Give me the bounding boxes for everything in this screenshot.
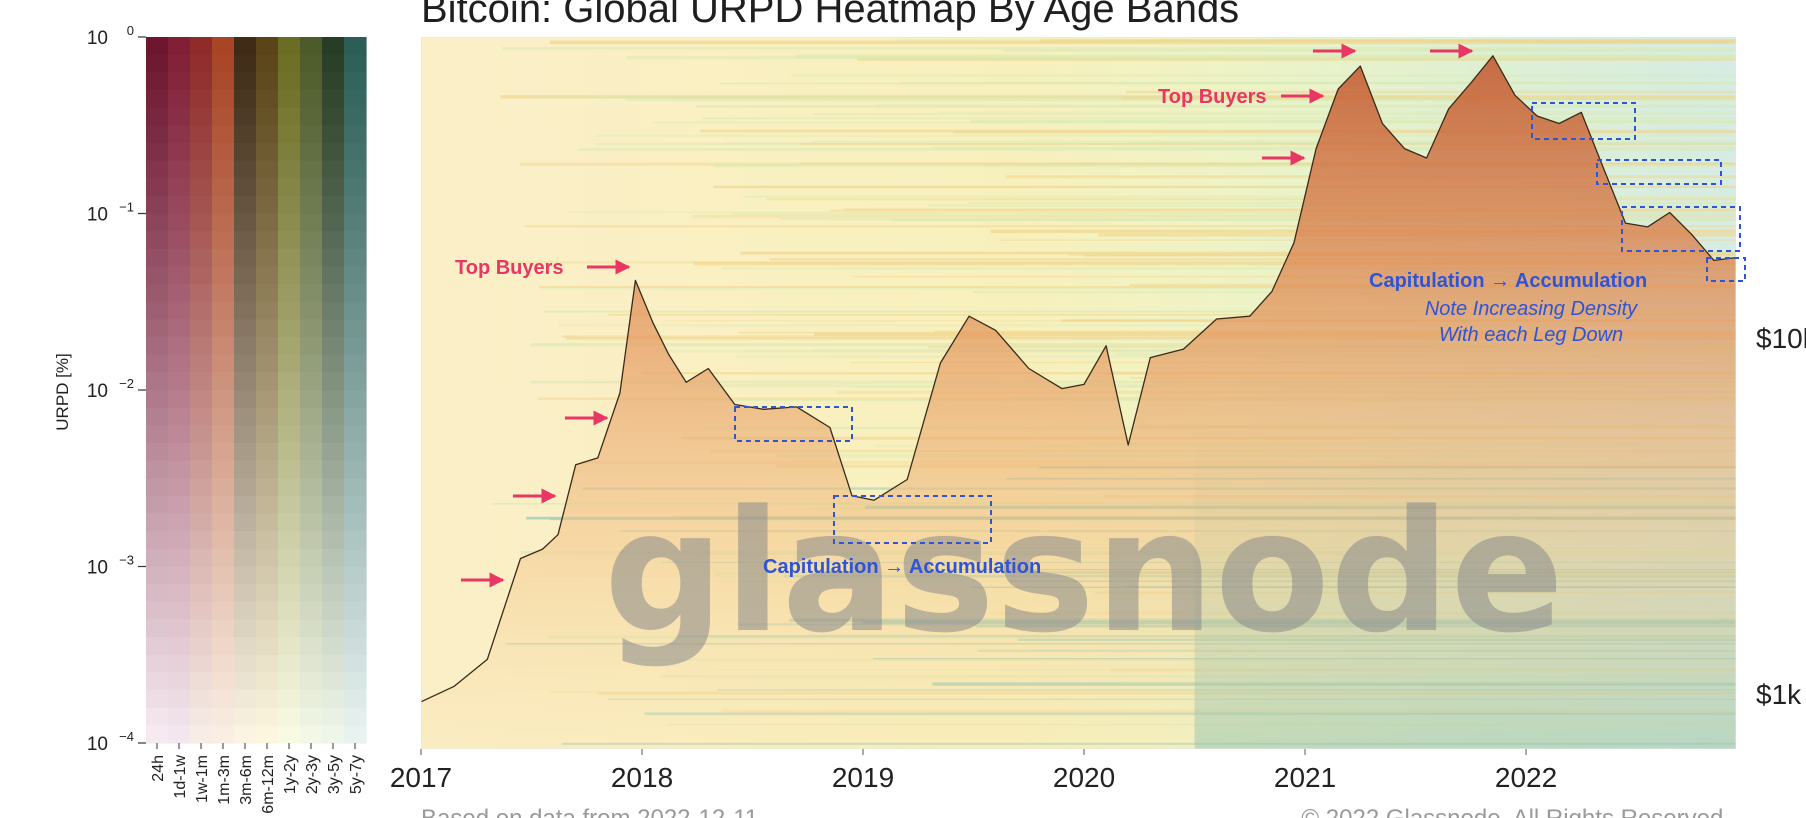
footer-data-date: Based on data from 2022-12-11 bbox=[421, 805, 758, 818]
colorbar-column-1m-3m bbox=[212, 37, 235, 744]
price-series-line bbox=[421, 55, 1736, 703]
colorbar-ticks: 10 0 10 −1 10 −2 10 −3 10 −4 bbox=[87, 23, 146, 755]
colorbar-category-24h: 24h bbox=[150, 755, 167, 782]
x-tick-label: 2019 bbox=[832, 762, 894, 793]
colorbar-category-labels: 24h 1d-1w 1w-1m 1m-3m 3m-6m 6m-12m 1y-2y 2y-3y 3… bbox=[150, 743, 365, 814]
y-tick-label: $1k bbox=[1756, 679, 1802, 710]
chart-title: Bitcoin: Global URPD Heatmap By Age Band… bbox=[421, 0, 1239, 31]
x-tick-label: 2021 bbox=[1274, 762, 1336, 793]
x-axis-ticks: 2017 2018 2019 2020 2021 2022 bbox=[390, 749, 1557, 793]
colorbar bbox=[146, 37, 367, 744]
y-tick-label: $10k bbox=[1756, 323, 1806, 354]
colorbar-tick-exponent: −3 bbox=[119, 553, 134, 568]
capitulation-box-2018 bbox=[734, 406, 853, 442]
annotation-note-density: Note Increasing Density bbox=[1425, 298, 1638, 320]
annotations: Top Buyers Top Buyers Capitulation → Accum… bbox=[455, 43, 1746, 588]
colorbar-category-1m-3m: 1m-3m bbox=[216, 755, 233, 805]
colorbar-tick-label: 10 bbox=[87, 205, 108, 226]
annotation-top-buyers-2021: Top Buyers bbox=[1158, 86, 1267, 108]
colorbar-column-24h bbox=[146, 37, 169, 744]
annotation-note-leg-down: With each Leg Down bbox=[1439, 324, 1623, 346]
x-tick-label: 2017 bbox=[390, 762, 452, 793]
colorbar-column-1w-1m bbox=[190, 37, 213, 744]
y-axis-ticks: $1k $10k bbox=[1756, 323, 1806, 710]
annotation-top-buyers-2017: Top Buyers bbox=[455, 257, 564, 279]
x-tick-label: 2020 bbox=[1053, 762, 1115, 793]
colorbar-column-1d-1w bbox=[168, 37, 191, 744]
capitulation-box-2022-d bbox=[1706, 257, 1746, 282]
colorbar-category-1d-1w: 1d-1w bbox=[172, 755, 189, 799]
colorbar-category-1y-2y: 1y-2y bbox=[282, 755, 299, 794]
colorbar-category-3y-5y: 3y-5y bbox=[326, 755, 343, 794]
capitulation-box-2022-a bbox=[1531, 102, 1636, 140]
colorbar-tick-label: 10 bbox=[87, 381, 108, 402]
colorbar-tick-exponent: −2 bbox=[119, 376, 134, 391]
colorbar-tick-exponent: −4 bbox=[119, 729, 134, 744]
colorbar-tick-exponent: 0 bbox=[127, 23, 134, 38]
colorbar-category-6m-12m: 6m-12m bbox=[260, 755, 277, 814]
colorbar-category-2y-3y: 2y-3y bbox=[304, 755, 321, 794]
colorbar-column-5y-7y bbox=[344, 37, 367, 744]
capitulation-box-2022-b bbox=[1596, 159, 1722, 185]
colorbar-category-1w-1m: 1w-1m bbox=[194, 755, 211, 803]
colorbar-tick-exponent: −1 bbox=[119, 200, 134, 215]
colorbar-column-3y-5y bbox=[322, 37, 345, 744]
annotation-capitulation-2019: Capitulation → Accumulation bbox=[763, 556, 1041, 578]
colorbar-column-2y-3y bbox=[300, 37, 323, 744]
capitulation-box-2022-c bbox=[1621, 206, 1741, 252]
colorbar-category-3m-6m: 3m-6m bbox=[238, 755, 255, 805]
colorbar-category-5y-7y: 5y-7y bbox=[348, 755, 365, 794]
colorbar-ylabel: URPD [%] bbox=[53, 353, 72, 430]
colorbar-column-6m-12m bbox=[256, 37, 279, 744]
annotation-capitulation-2022: Capitulation → Accumulation bbox=[1369, 270, 1647, 292]
watermark: glassnode bbox=[604, 474, 1564, 670]
colorbar-column-3m-6m bbox=[234, 37, 257, 744]
colorbar-tick-label: 10 bbox=[87, 558, 108, 579]
x-tick-label: 2022 bbox=[1495, 762, 1557, 793]
cost-basis-density bbox=[421, 55, 1736, 749]
x-tick-label: 2018 bbox=[611, 762, 673, 793]
capitulation-box-2019 bbox=[833, 495, 992, 544]
heatmap-plot bbox=[421, 37, 1736, 749]
footer-copyright: © 2022 Glassnode. All Rights Reserved. bbox=[1301, 805, 1730, 818]
colorbar-tick-label: 10 bbox=[87, 734, 108, 755]
colorbar-column-1y-2y bbox=[278, 37, 301, 744]
colorbar-tick-label: 10 bbox=[87, 28, 108, 49]
